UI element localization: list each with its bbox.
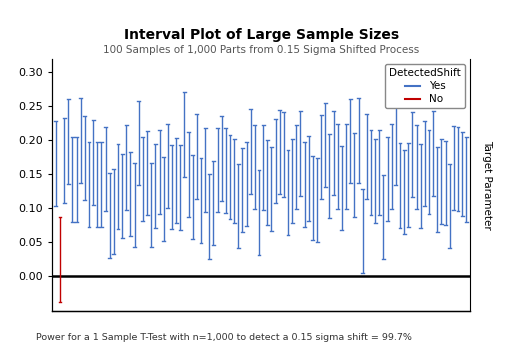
Y-axis label: Target Parameter: Target Parameter [481,140,492,229]
Text: Power for a 1 Sample T-Test with n=1,000 to detect a 0.15 sigma shift = 99.7%: Power for a 1 Sample T-Test with n=1,000… [36,333,412,342]
Text: 100 Samples of 1,000 Parts from 0.15 Sigma Shifted Process: 100 Samples of 1,000 Parts from 0.15 Sig… [103,45,419,55]
Title: Interval Plot of Large Sample Sizes: Interval Plot of Large Sample Sizes [124,28,399,42]
Legend: Yes, No: Yes, No [385,64,465,108]
